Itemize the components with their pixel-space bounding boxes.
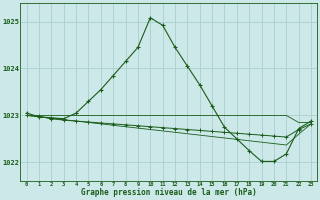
X-axis label: Graphe pression niveau de la mer (hPa): Graphe pression niveau de la mer (hPa) <box>81 188 257 197</box>
